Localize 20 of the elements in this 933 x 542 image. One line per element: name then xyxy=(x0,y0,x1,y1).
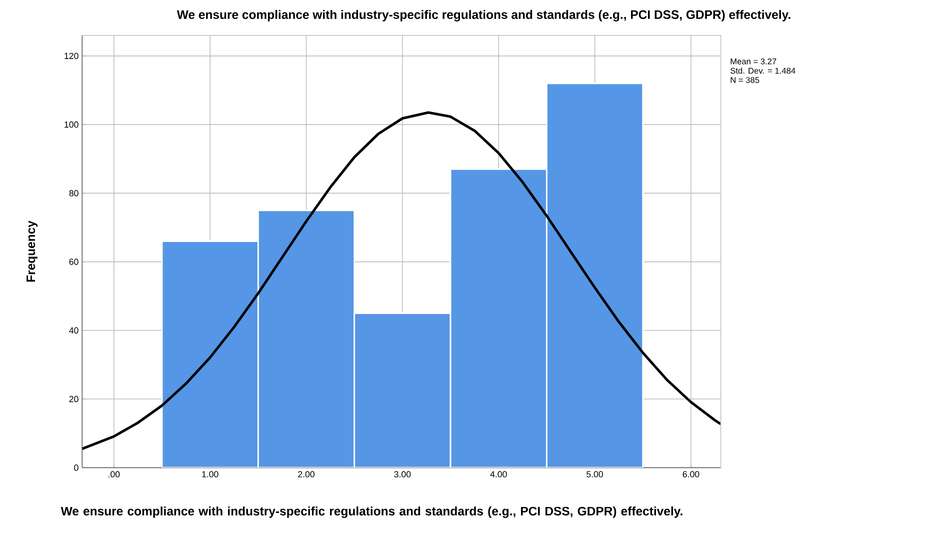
text: N = 385 xyxy=(730,76,760,83)
y-tick-label: 100 xyxy=(64,121,78,128)
x-tick-label: 5.00 xyxy=(586,470,604,478)
y-tick-label: 20 xyxy=(69,396,78,402)
chart-title: We ensure compliance with industry-specific regulations and standards (e.g., PCI DSS, GDPR) effectively. xyxy=(176,10,790,22)
x-tick-label: 4.00 xyxy=(490,470,507,478)
text: Mean = 3.27 xyxy=(730,58,776,64)
x-axis-title: We ensure compliance with industry-specific regulations and standards (e.g., PCI DSS, GDPR) effectively. xyxy=(60,506,682,518)
text: Std. Dev. = 1.484 xyxy=(730,67,796,74)
y-tick-label: 0 xyxy=(74,464,78,471)
x-tick-label: 6.00 xyxy=(682,470,700,478)
y-tick-label: 120 xyxy=(64,52,78,59)
x-tick-label: 1.00 xyxy=(202,470,218,478)
y-tick-label: 80 xyxy=(69,190,78,196)
y-axis-title: Frequency xyxy=(26,220,38,282)
x-tick-label: .00 xyxy=(108,470,120,478)
y-tick-label: 60 xyxy=(69,258,78,265)
x-tick-label: 3.00 xyxy=(394,470,411,478)
y-tick-label: 40 xyxy=(69,327,78,334)
x-tick-label: 2.00 xyxy=(298,470,314,478)
